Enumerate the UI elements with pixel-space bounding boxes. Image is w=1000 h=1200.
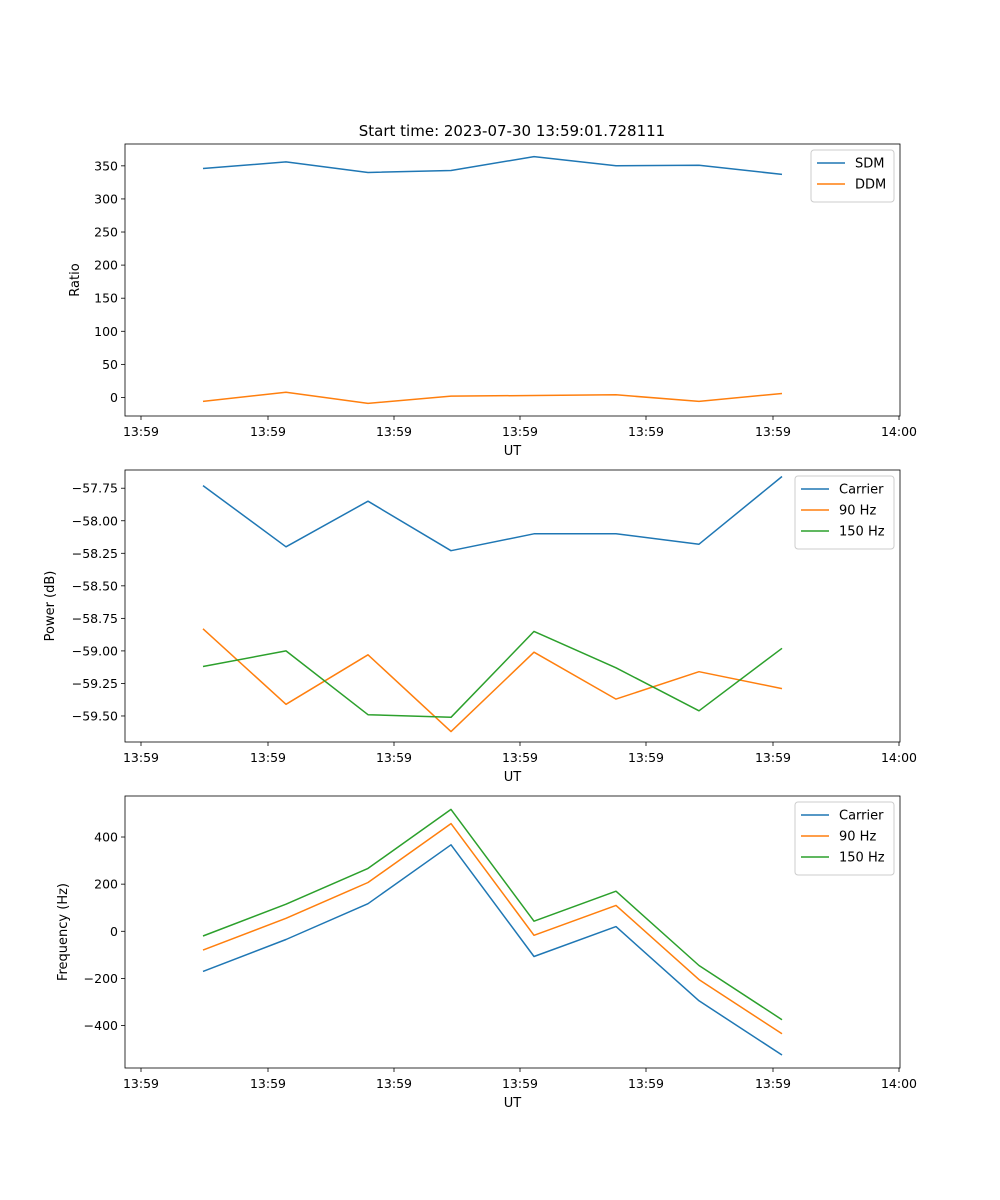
y-tick-label: −200 <box>84 971 118 986</box>
chart-panel-3: −400 −200 0 200 400 13:59 13:59 13:59 13:59 13:59… <box>56 795 917 1111</box>
x-tick-label: 13:59 <box>376 1076 412 1091</box>
x-tick-label: 13:59 <box>502 424 538 439</box>
x-tick-label: 13:59 <box>502 1076 538 1091</box>
y-tick-label: −58.50 <box>72 578 118 593</box>
y-axis-label: Ratio <box>68 263 83 296</box>
y-tick-label: −59.25 <box>72 676 118 691</box>
y-tick-label: −59.00 <box>72 643 118 658</box>
series-line-carrier <box>202 475 783 552</box>
series-line-carrier <box>202 844 783 1056</box>
y-tick-label: 0 <box>110 390 118 405</box>
legend: SDM DDM <box>810 149 895 203</box>
legend-label: DDM <box>855 178 886 193</box>
legend-label: Carrier <box>839 809 884 824</box>
x-tick-label: 13:59 <box>628 750 664 765</box>
axes-frame <box>124 143 901 417</box>
y-tick-label: −58.75 <box>72 611 118 626</box>
y-tick-label: 400 <box>94 830 118 845</box>
y-tick-label: −58.00 <box>72 513 118 528</box>
series-line-90-hz <box>202 628 783 733</box>
chart-panels: 0 50 100 150 200 250 300 350 13:59 13:59 13:59 13:5… <box>43 143 917 1111</box>
x-tick-label: 14:00 <box>881 750 917 765</box>
y-tick-label: −59.50 <box>72 708 118 723</box>
x-tick-label: 13:59 <box>755 1076 791 1091</box>
x-tick-label: 13:59 <box>250 424 286 439</box>
chart-panel-1: 0 50 100 150 200 250 300 350 13:59 13:59 13:59 13:5… <box>68 143 917 459</box>
y-tick-label: −58.25 <box>72 546 118 561</box>
axes-frame <box>124 795 901 1069</box>
x-tick-label: 13:59 <box>502 750 538 765</box>
series-line-150-hz <box>202 630 783 719</box>
legend-label: 150 Hz <box>839 851 885 866</box>
x-tick-label: 13:59 <box>628 424 664 439</box>
y-tick-label: 100 <box>94 324 118 339</box>
legend-label: 90 Hz <box>839 504 876 519</box>
x-tick-label: 13:59 <box>123 750 159 765</box>
x-tick-label: 13:59 <box>628 1076 664 1091</box>
x-tick-label: 13:59 <box>250 1076 286 1091</box>
y-tick-label: 300 <box>94 191 118 206</box>
legend: Carrier 90 Hz 150 Hz <box>794 475 895 550</box>
x-tick-label: 13:59 <box>755 424 791 439</box>
series-line-90-hz <box>202 822 783 1035</box>
x-tick-label: 13:59 <box>123 424 159 439</box>
x-tick-label: 13:59 <box>755 750 791 765</box>
legend-label: 90 Hz <box>839 830 876 845</box>
series-line-ddm <box>202 391 783 405</box>
legend-label: 150 Hz <box>839 525 885 540</box>
x-tick-label: 13:59 <box>376 750 412 765</box>
legend-label: SDM <box>855 157 884 172</box>
y-tick-label: 150 <box>94 291 118 306</box>
y-axis-label: Frequency (Hz) <box>56 883 71 981</box>
y-tick-label: 0 <box>110 924 118 939</box>
y-tick-label: −400 <box>84 1018 118 1033</box>
legend: Carrier 90 Hz 150 Hz <box>794 801 895 876</box>
chart-panel-2: −57.75 −58.00 −58.25 −58.50 −58.75 −59.00 −59.… <box>43 469 917 785</box>
x-axis-label: UT <box>504 444 522 459</box>
y-tick-label: −57.75 <box>72 481 118 496</box>
x-tick-label: 13:59 <box>250 750 286 765</box>
x-axis-label: UT <box>504 770 522 785</box>
x-tick-label: 14:00 <box>881 424 917 439</box>
y-tick-label: 200 <box>94 877 118 892</box>
y-tick-label: 350 <box>94 158 118 173</box>
legend-label: Carrier <box>839 483 884 498</box>
axes-frame <box>124 469 901 743</box>
series-line-sdm <box>202 155 783 176</box>
y-axis-label: Power (dB) <box>43 571 58 642</box>
x-axis-label: UT <box>504 1096 522 1111</box>
x-tick-label: 14:00 <box>881 1076 917 1091</box>
x-tick-label: 13:59 <box>376 424 412 439</box>
y-tick-label: 250 <box>94 225 118 240</box>
y-tick-label: 50 <box>102 357 118 372</box>
figure-title: Start time: 2023-07-30 13:59:01.728111 <box>359 122 665 140</box>
x-tick-label: 13:59 <box>123 1076 159 1091</box>
y-tick-label: 200 <box>94 258 118 273</box>
series-line-150-hz <box>202 808 783 1021</box>
